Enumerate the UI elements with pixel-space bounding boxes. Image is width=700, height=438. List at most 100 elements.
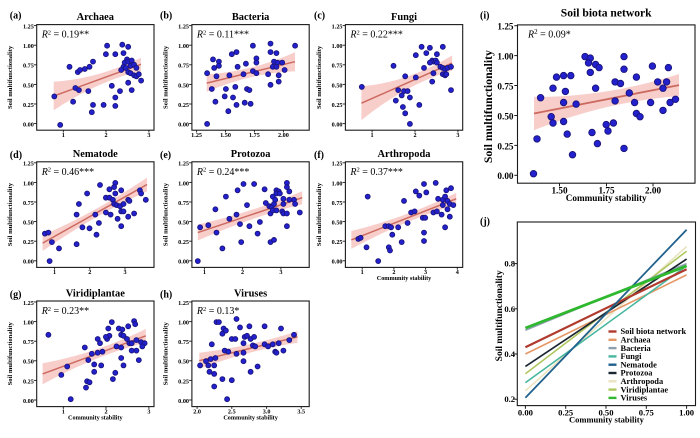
svg-text:R2 = 0.46***: R2 = 0.46*** xyxy=(41,167,94,178)
svg-text:Viruses: Viruses xyxy=(234,288,267,299)
svg-text:Fungi: Fungi xyxy=(621,352,643,361)
svg-text:Nematode: Nematode xyxy=(73,149,118,160)
svg-text:Community stability: Community stability xyxy=(569,414,645,424)
svg-text:R2 = 0.13*: R2 = 0.13* xyxy=(196,306,240,317)
svg-text:2: 2 xyxy=(392,269,395,276)
svg-text:Archaea: Archaea xyxy=(621,336,652,345)
svg-text:0.4: 0.4 xyxy=(504,349,515,359)
svg-text:1.00: 1.00 xyxy=(497,52,513,62)
svg-text:1: 1 xyxy=(53,269,56,276)
svg-text:0.50: 0.50 xyxy=(23,220,34,227)
svg-text:0.50: 0.50 xyxy=(178,220,189,227)
svg-text:R2 = 0.09*: R2 = 0.09* xyxy=(527,28,571,40)
svg-text:0.75: 0.75 xyxy=(178,63,189,70)
svg-text:Viruses: Viruses xyxy=(621,394,648,403)
svg-text:0.75: 0.75 xyxy=(23,63,34,70)
svg-text:1.75: 1.75 xyxy=(249,132,260,139)
svg-text:2.5: 2.5 xyxy=(228,408,236,415)
svg-text:0.00: 0.00 xyxy=(497,171,513,181)
svg-text:0.00: 0.00 xyxy=(178,122,189,129)
svg-text:1.25: 1.25 xyxy=(178,161,189,168)
svg-text:(e): (e) xyxy=(160,150,171,161)
svg-text:2.00: 2.00 xyxy=(645,186,661,196)
svg-text:0.00: 0.00 xyxy=(23,122,34,129)
svg-text:0.50: 0.50 xyxy=(178,359,189,366)
svg-text:Soil multifunctionality: Soil multifunctionality xyxy=(162,45,169,109)
svg-text:Community stability: Community stability xyxy=(377,275,432,282)
svg-text:1.25: 1.25 xyxy=(23,24,34,31)
svg-text:2: 2 xyxy=(104,408,107,415)
svg-text:0.00: 0.00 xyxy=(23,259,34,266)
svg-text:Soil multifunctionality: Soil multifunctionality xyxy=(7,45,14,109)
svg-text:1.50: 1.50 xyxy=(551,186,567,196)
svg-text:R2 = 0.23**: R2 = 0.23** xyxy=(41,306,89,317)
svg-text:0.75: 0.75 xyxy=(332,63,343,70)
svg-text:0.75: 0.75 xyxy=(23,339,34,346)
svg-text:0.50: 0.50 xyxy=(23,359,34,366)
svg-text:1: 1 xyxy=(62,408,65,415)
svg-text:R2 = 0.24***: R2 = 0.24*** xyxy=(196,167,250,178)
svg-text:3: 3 xyxy=(147,132,150,139)
svg-text:0.75: 0.75 xyxy=(23,200,34,207)
svg-text:Soil multifunctionality: Soil multifunctionality xyxy=(316,45,323,109)
svg-text:Protozoa: Protozoa xyxy=(231,149,271,160)
svg-text:Archaea: Archaea xyxy=(77,12,115,23)
svg-text:Soil multifunctionality: Soil multifunctionality xyxy=(162,322,169,386)
svg-text:R2 = 0.19**: R2 = 0.19** xyxy=(41,29,89,40)
svg-text:Soil multifunctionality: Soil multifunctionality xyxy=(481,50,495,163)
svg-text:1.50: 1.50 xyxy=(220,132,231,139)
svg-text:1.75: 1.75 xyxy=(598,186,614,196)
svg-text:Bacteria: Bacteria xyxy=(621,344,652,353)
svg-text:0.25: 0.25 xyxy=(23,378,34,385)
svg-text:1.00: 1.00 xyxy=(23,320,34,327)
svg-text:1.25: 1.25 xyxy=(332,24,343,31)
svg-text:Soil biota network: Soil biota network xyxy=(621,327,687,336)
svg-text:1.00: 1.00 xyxy=(332,180,343,187)
svg-text:0.75: 0.75 xyxy=(497,81,513,91)
svg-text:2.00: 2.00 xyxy=(278,132,289,139)
svg-text:R2 = 0.22***: R2 = 0.22*** xyxy=(349,29,403,40)
svg-text:0.25: 0.25 xyxy=(178,239,189,246)
svg-text:0.75: 0.75 xyxy=(639,408,654,418)
svg-text:0.75: 0.75 xyxy=(332,200,343,207)
svg-text:1.00: 1.00 xyxy=(23,43,34,50)
svg-text:Soil multifunctionality: Soil multifunctionality xyxy=(316,182,323,246)
svg-text:(j): (j) xyxy=(480,217,490,228)
svg-text:2: 2 xyxy=(104,132,107,139)
svg-text:1: 1 xyxy=(203,269,206,276)
svg-text:0.75: 0.75 xyxy=(178,339,189,346)
svg-text:3: 3 xyxy=(424,269,427,276)
svg-text:(i): (i) xyxy=(480,11,489,22)
svg-text:0.25: 0.25 xyxy=(332,239,343,246)
svg-text:4: 4 xyxy=(456,269,459,276)
svg-text:0.00: 0.00 xyxy=(332,122,343,129)
svg-text:1.25: 1.25 xyxy=(178,300,189,307)
svg-text:(b): (b) xyxy=(160,10,172,21)
svg-text:0.00: 0.00 xyxy=(518,408,533,418)
svg-text:1.25: 1.25 xyxy=(23,161,34,168)
svg-text:Viridiplantae: Viridiplantae xyxy=(66,288,125,299)
svg-text:Community stability: Community stability xyxy=(68,414,123,421)
svg-text:0.50: 0.50 xyxy=(23,82,34,89)
svg-text:R2 = 0.11***: R2 = 0.11*** xyxy=(196,29,249,40)
svg-text:0.50: 0.50 xyxy=(598,408,613,418)
svg-text:0.2: 0.2 xyxy=(504,394,515,404)
svg-text:0.25: 0.25 xyxy=(23,239,34,246)
svg-text:0.25: 0.25 xyxy=(178,102,189,109)
svg-text:Arthropoda: Arthropoda xyxy=(621,377,664,386)
svg-text:0.50: 0.50 xyxy=(497,111,513,121)
svg-text:1: 1 xyxy=(62,132,65,139)
svg-text:Soil multifunctionality: Soil multifunctionality xyxy=(7,322,14,386)
svg-text:1.00: 1.00 xyxy=(178,43,189,50)
svg-text:Arthropoda: Arthropoda xyxy=(378,149,432,160)
svg-text:Fungi: Fungi xyxy=(391,12,417,23)
svg-text:1.00: 1.00 xyxy=(178,180,189,187)
svg-text:1.25: 1.25 xyxy=(23,300,34,307)
svg-text:1.00: 1.00 xyxy=(178,320,189,327)
svg-text:0.00: 0.00 xyxy=(332,259,343,266)
svg-text:Viridiplantae: Viridiplantae xyxy=(621,385,669,394)
svg-text:0.00: 0.00 xyxy=(178,398,189,405)
svg-text:0.25: 0.25 xyxy=(558,408,573,418)
svg-text:0.8: 0.8 xyxy=(504,259,515,269)
svg-text:2: 2 xyxy=(413,132,416,139)
